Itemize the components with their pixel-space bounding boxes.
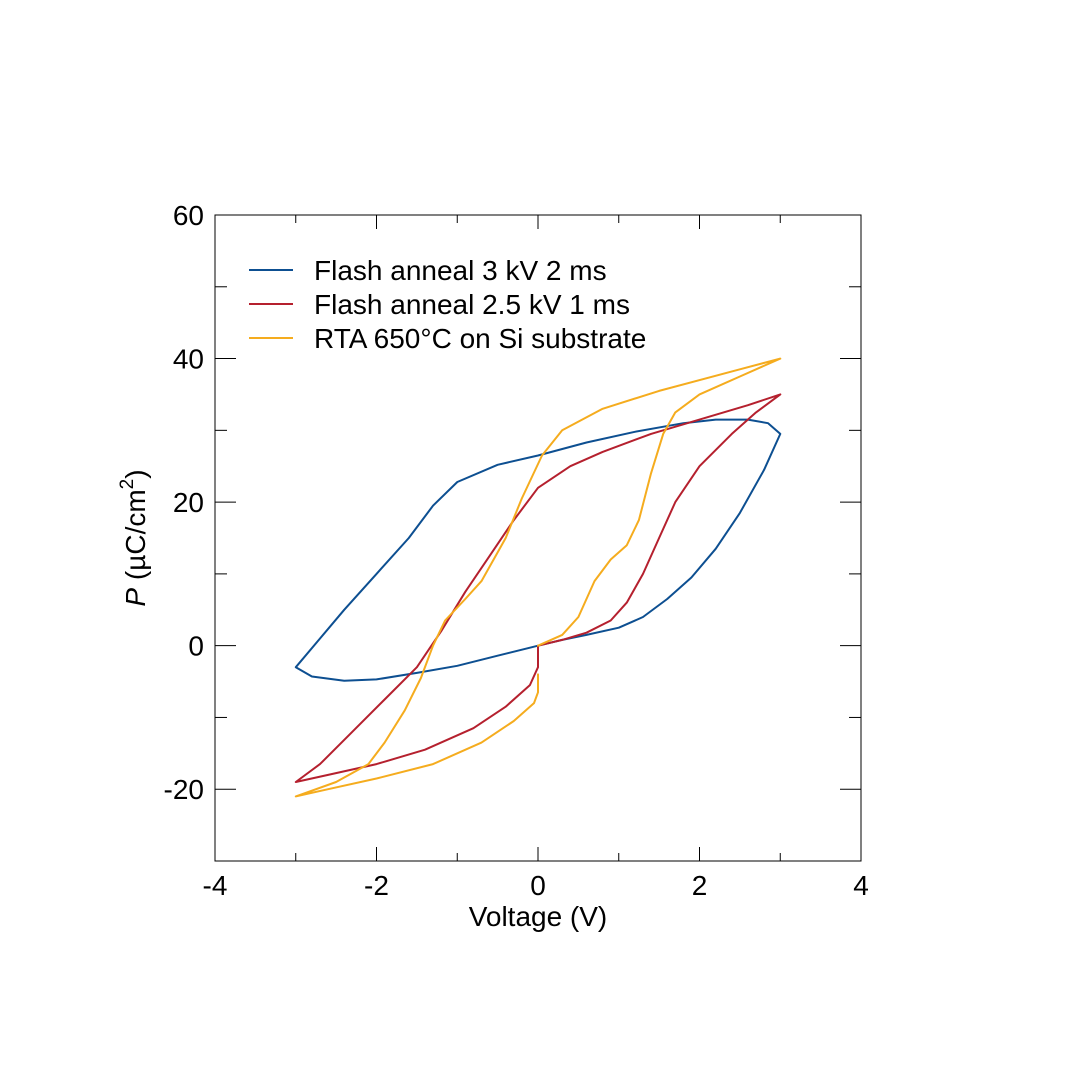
x-axis-label: Voltage (V) [469, 901, 608, 932]
x-tick-label: -4 [203, 870, 228, 901]
y-axis-unit: (µC/cm [120, 489, 151, 588]
y-tick-label: -20 [164, 774, 204, 805]
y-axis-symbol: P [120, 588, 151, 607]
y-tick-label: 20 [173, 487, 204, 518]
legend-entry-3: RTA 650°C on Si substrate [314, 323, 646, 354]
series-line-2 [294, 393, 782, 783]
y-tick-label: 40 [173, 344, 204, 375]
y-tick-label: 0 [188, 631, 204, 662]
plot-frame [214, 214, 862, 862]
data-series [294, 357, 782, 798]
x-tick-label: 4 [853, 870, 869, 901]
y-axis-unit-close: ) [120, 469, 151, 478]
legend-entry-1: Flash anneal 3 kV 2 ms [314, 255, 607, 286]
series-line-3 [294, 357, 782, 798]
series-line-1 [294, 418, 782, 682]
y-tick-label: 60 [173, 200, 204, 231]
y-axis-unit-superscript: 2 [117, 479, 138, 490]
x-tick-label: 2 [692, 870, 708, 901]
x-tick-label: -2 [364, 870, 389, 901]
x-tick-label: 0 [530, 870, 546, 901]
legend-entry-2: Flash anneal 2.5 kV 1 ms [314, 289, 630, 320]
y-axis-label: P (µC/cm2) [117, 469, 151, 606]
